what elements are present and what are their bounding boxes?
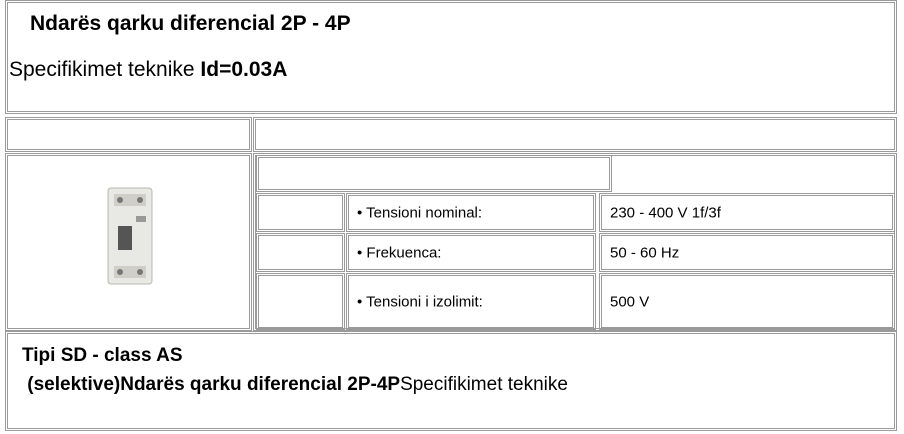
- spec-label-text: • Tensioni nominal:: [357, 204, 483, 221]
- spec-label: • Frekuenca:: [346, 233, 596, 272]
- footer-bold: (selektive)Ndarës qarku diferencial 2P-4…: [22, 374, 401, 395]
- subtitle: Specifikimet teknike Id=0.03A: [9, 58, 287, 82]
- cell: [256, 155, 612, 192]
- cell: [5, 117, 252, 152]
- subtitle-text: Specifikimet teknike: [9, 58, 201, 81]
- title: Ndarës qarku diferencial 2P - 4P: [30, 12, 351, 35]
- product-image: [107, 187, 153, 285]
- header-box: [5, 0, 897, 114]
- cell: [256, 193, 345, 232]
- spec-value-text: 50 - 60 Hz: [610, 244, 680, 261]
- image-cell: [5, 153, 252, 331]
- cell: [253, 117, 897, 152]
- spec-value: 230 - 400 V 1f/3f: [599, 193, 895, 232]
- spec-value-text: 500 V: [610, 293, 650, 310]
- subtitle-bold: Id=0.03A: [200, 58, 288, 81]
- spec-label: • Tensioni i izolimit:: [346, 273, 596, 330]
- cell: [256, 233, 345, 272]
- spec-value: 50 - 60 Hz: [599, 233, 895, 272]
- footer-line1: Tipi SD - class AS: [22, 345, 183, 366]
- footer-text: Specifikimet teknike: [400, 374, 568, 395]
- footer-box: [5, 331, 897, 431]
- spec-value-text: 230 - 400 V 1f/3f: [610, 204, 721, 221]
- spec-value: 500 V: [599, 273, 895, 330]
- cell: [256, 273, 345, 330]
- footer-line2: (selektive)Ndarës qarku diferencial 2P-4…: [22, 374, 568, 396]
- spec-label-text: • Tensioni i izolimit:: [357, 293, 483, 310]
- spec-label-text: • Frekuenca:: [357, 244, 442, 261]
- spec-label: • Tensioni nominal:: [346, 193, 596, 232]
